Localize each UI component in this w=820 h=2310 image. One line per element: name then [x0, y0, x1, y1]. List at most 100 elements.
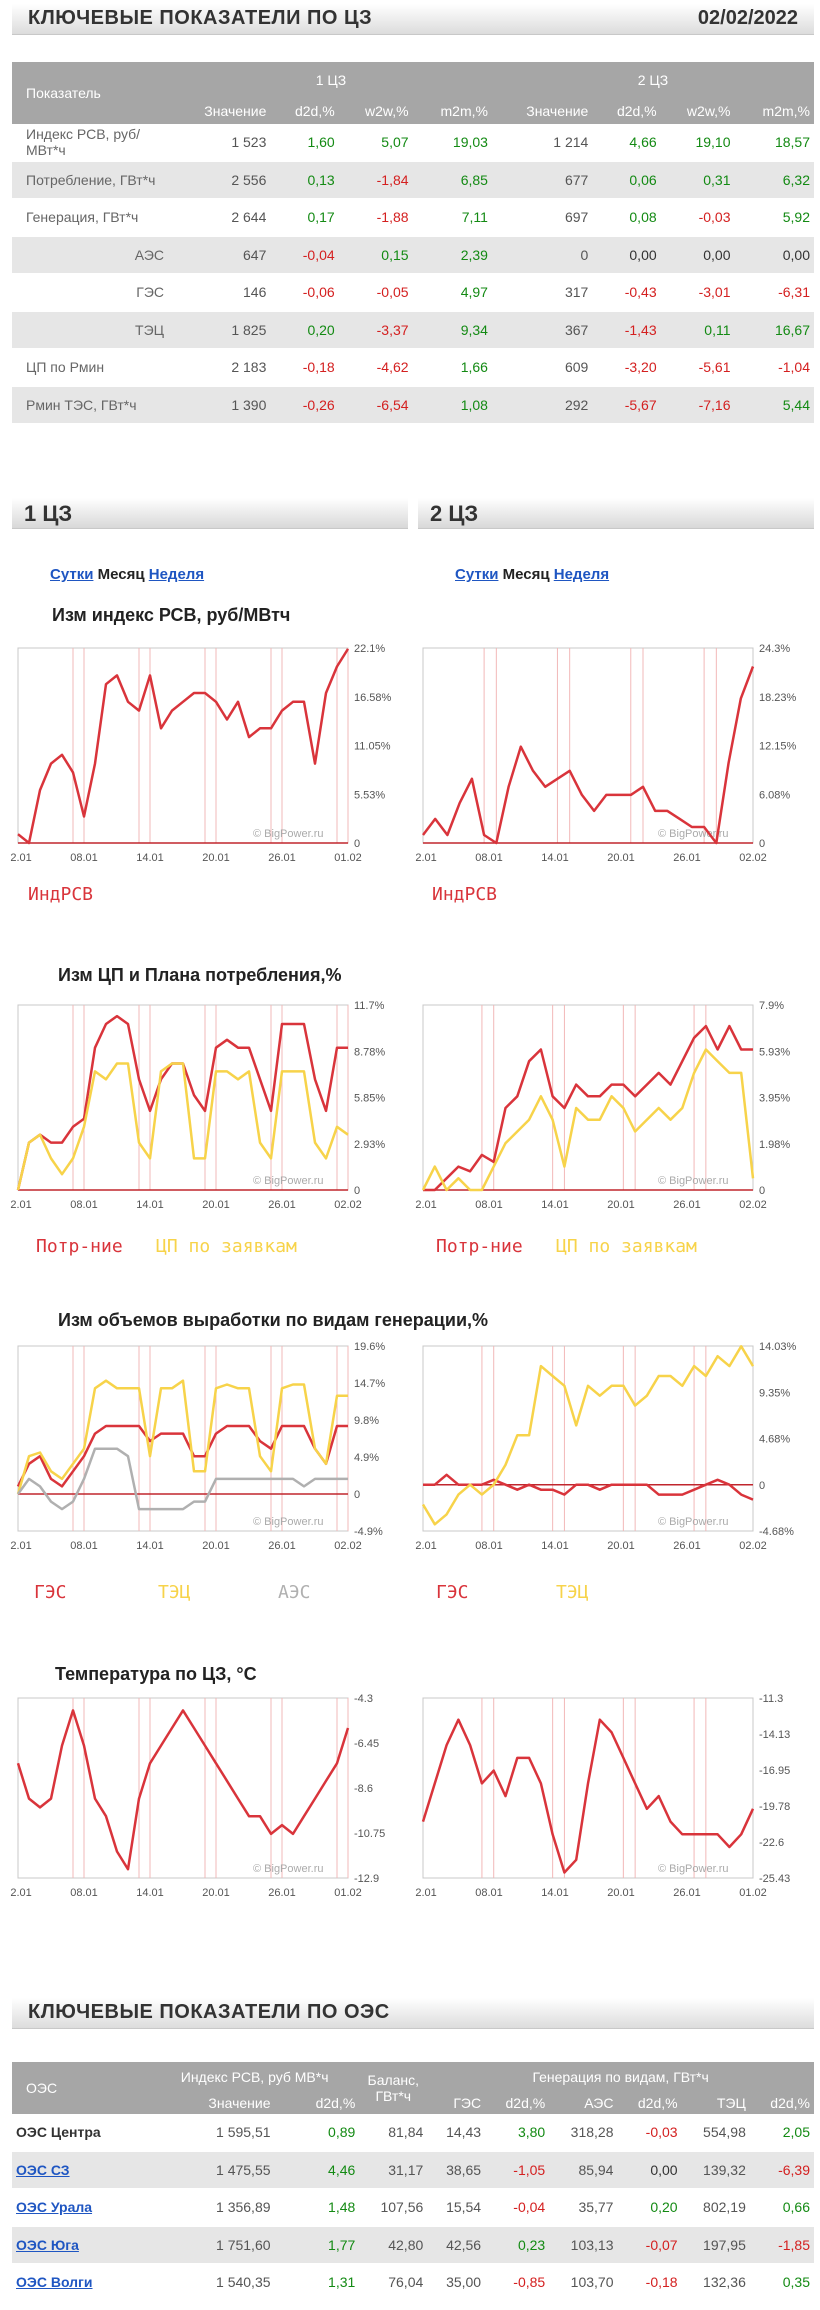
kpi-cell: -1,88 — [338, 198, 413, 237]
link-week[interactable]: Неделя — [553, 566, 610, 583]
x-tick-label: 14.01 — [541, 852, 569, 864]
link-week[interactable]: Неделя — [148, 566, 205, 583]
kpi-cell: -0,04 — [270, 236, 339, 274]
sub-col-6: w2w,% — [660, 98, 735, 124]
legend-hydro-zone2: ГЭС — [436, 1582, 469, 1603]
legend-consumption-zone2: Потр-ние — [436, 1236, 523, 1257]
kpi-row-label: ЦП по Рмин — [12, 348, 170, 387]
y-tick-label: 22.1% — [354, 643, 385, 655]
zone1-section-title: 1 ЦЗ — [24, 501, 73, 526]
x-tick-label: 08.01 — [70, 1540, 98, 1552]
kpi-cell: -0,05 — [338, 273, 413, 312]
watermark: © BigPower.ru — [658, 1863, 728, 1875]
kpi-cell: -0,18 — [270, 348, 339, 387]
kpi-cell: 7,11 — [412, 198, 492, 237]
kpi-header-bar: КЛЮЧЕВЫЕ ПОКАЗАТЕЛИ ПО ЦЗ 02/02/2022 — [12, 4, 814, 35]
x-tick-label: 08.01 — [475, 852, 503, 864]
y-tick-label: 9.35% — [759, 1387, 790, 1399]
series-line-yellow — [16, 1062, 349, 1191]
y-tick-label: -4.68% — [759, 1526, 794, 1538]
kpi-cell: -3,01 — [660, 273, 735, 312]
y-tick-label: 5.85% — [354, 1093, 385, 1105]
y-tick-label: -16.95 — [759, 1765, 790, 1777]
y-tick-label: 7.9% — [759, 1000, 784, 1012]
x-tick-label: 20.01 — [607, 1199, 635, 1211]
x-tick-label: 26.01 — [673, 1887, 701, 1899]
plot-area — [17, 647, 349, 844]
kpi-cell: 6,32 — [734, 161, 814, 199]
y-tick-label: 12.15% — [759, 741, 797, 753]
zone2-header: 2 ЦЗ — [491, 62, 814, 98]
oes-cell: 0,20 — [617, 2188, 682, 2227]
y-tick-label: 14.03% — [759, 1341, 797, 1353]
link-day[interactable]: Сутки — [50, 566, 94, 583]
oes-link[interactable]: ОЭС Юга — [16, 2236, 79, 2253]
oes-cell: 38,65 — [427, 2151, 486, 2189]
kpi-cell: 0,00 — [660, 236, 735, 274]
period-switch-zone2: Сутки Месяц Неделя — [455, 566, 609, 583]
plot-area — [422, 1345, 754, 1532]
kpi-cell: 609 — [491, 348, 593, 387]
legend-hydro-zone1: ГЭС — [34, 1582, 67, 1603]
plot-area — [422, 647, 754, 844]
kpi-cell: 19,03 — [412, 124, 492, 162]
chart-index-zone2: 24.3% 18.23% 12.15% 6.08% 0 02.01 08.01 14.01 20… — [415, 643, 797, 864]
oes-cell: 802,19 — [681, 2188, 750, 2227]
oes-cell: 1,48 — [274, 2188, 360, 2227]
kpi-cell: 5,07 — [338, 124, 413, 162]
period-switch-zone1: Сутки Месяц Неделя — [50, 566, 204, 583]
kpi-cell: 647 — [170, 236, 271, 274]
col-index: Индекс РСВ, руб МВ*ч — [150, 2062, 360, 2092]
series-line-red — [423, 1473, 754, 1501]
x-tick-label: 02.01 — [10, 1887, 32, 1899]
kpi-row-label: Потребление, ГВт*ч — [12, 161, 170, 199]
kpi-cell: 16,67 — [734, 311, 814, 349]
y-tick-label: 0 — [759, 1185, 765, 1197]
legend-aes-zone1: АЭС — [278, 1582, 311, 1603]
x-tick-label: 14.01 — [136, 1887, 164, 1899]
oes-cell: 35,00 — [427, 2263, 486, 2302]
oes-link[interactable]: ОЭС Волги — [16, 2274, 93, 2291]
y-tick-label: 2.93% — [354, 1139, 385, 1151]
oes-cell: 76,04 — [359, 2263, 428, 2302]
oes-cell: -0,03 — [617, 2114, 682, 2152]
period-month-active: Месяц — [97, 566, 145, 583]
watermark: © BigPower.ru — [253, 828, 323, 840]
oes-link[interactable]: ОЭС СЗ — [16, 2161, 70, 2178]
x-tick-label: 02.02 — [334, 1199, 362, 1211]
oes-cell: 1 475,55 — [150, 2151, 275, 2189]
oes-cell: 81,84 — [359, 2114, 428, 2152]
oes-cell: 35,77 — [549, 2188, 618, 2227]
kpi-cell: 2 183 — [170, 348, 271, 387]
kpi-cell: 5,92 — [734, 198, 814, 237]
kpi-cell: 18,57 — [734, 124, 814, 162]
kpi-cell: 0,00 — [592, 236, 661, 274]
link-day[interactable]: Сутки — [455, 566, 499, 583]
oes-link[interactable]: ОЭС Урала — [16, 2199, 93, 2216]
zone1-section-bar: 1 ЦЗ — [12, 498, 408, 529]
oes-title: КЛЮЧЕВЫЕ ПОКАЗАТЕЛИ ПО ОЭС — [28, 2001, 390, 2023]
kpi-cell: 1,08 — [412, 386, 492, 424]
oes-row-name: ОЭС Юга — [12, 2226, 150, 2264]
kpi-row: АЭС 647 -0,04 0,15 2,39 0 0,00 0,00 0,00 — [12, 236, 814, 274]
kpi-row-label: Генерация, ГВт*ч — [12, 198, 170, 237]
kpi-cell: 0,13 — [270, 161, 339, 199]
kpi-row-label: АЭС — [12, 236, 170, 274]
chart-generation-zone1: 19.6% 14.7% 9.8% 4.9% 0 -4.9% 02.01 08.01 14.01 2… — [10, 1341, 385, 1552]
x-tick-label: 20.01 — [607, 852, 635, 864]
y-tick-label: -8.6 — [354, 1783, 373, 1795]
y-tick-label: 3.95% — [759, 1093, 790, 1105]
x-tick-label: 20.01 — [202, 1199, 230, 1211]
chart-index-zone1: 22.1% 16.58% 11.05% 5.53% 0 02.01 08.01 14.01 20… — [10, 643, 392, 864]
oes-cell: 2,05 — [749, 2114, 814, 2152]
oes-cell: 197,95 — [681, 2226, 750, 2264]
series-line-red — [423, 1024, 753, 1192]
x-tick-label: 26.01 — [673, 852, 701, 864]
oes-row-name: ОЭС СЗ — [12, 2151, 150, 2189]
kpi-cell: 146 — [170, 273, 271, 312]
y-tick-label: 4.68% — [759, 1434, 790, 1446]
oes-cell: 1,77 — [274, 2226, 360, 2264]
chart-consumption-zone1: 11.7% 8.78% 5.85% 2.93% 0 02.01 08.01 14.01 20.0… — [10, 1000, 385, 1211]
y-tick-label: 14.7% — [354, 1378, 385, 1390]
kpi-cell: -3,20 — [592, 348, 661, 387]
